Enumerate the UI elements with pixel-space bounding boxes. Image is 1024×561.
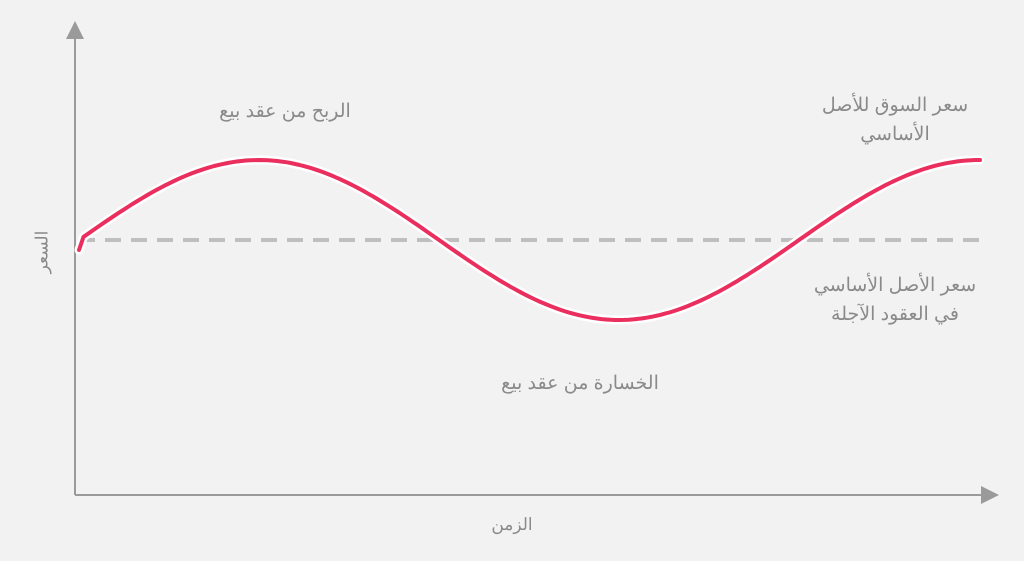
futures-price-chart: السعر الزمن الربح من عقد بيع الخسارة من … [0,0,1024,561]
profit-label: الربح من عقد بيع [219,98,351,127]
y-axis-label: السعر [29,231,55,274]
market-price-label: سعر السوق للأصل الأساسي [822,92,968,149]
futures-price-label: سعر الأصل الأساسي في العقود الآجلة [814,272,976,329]
x-axis-label: الزمن [491,512,532,538]
loss-label: الخسارة من عقد بيع [501,370,659,399]
